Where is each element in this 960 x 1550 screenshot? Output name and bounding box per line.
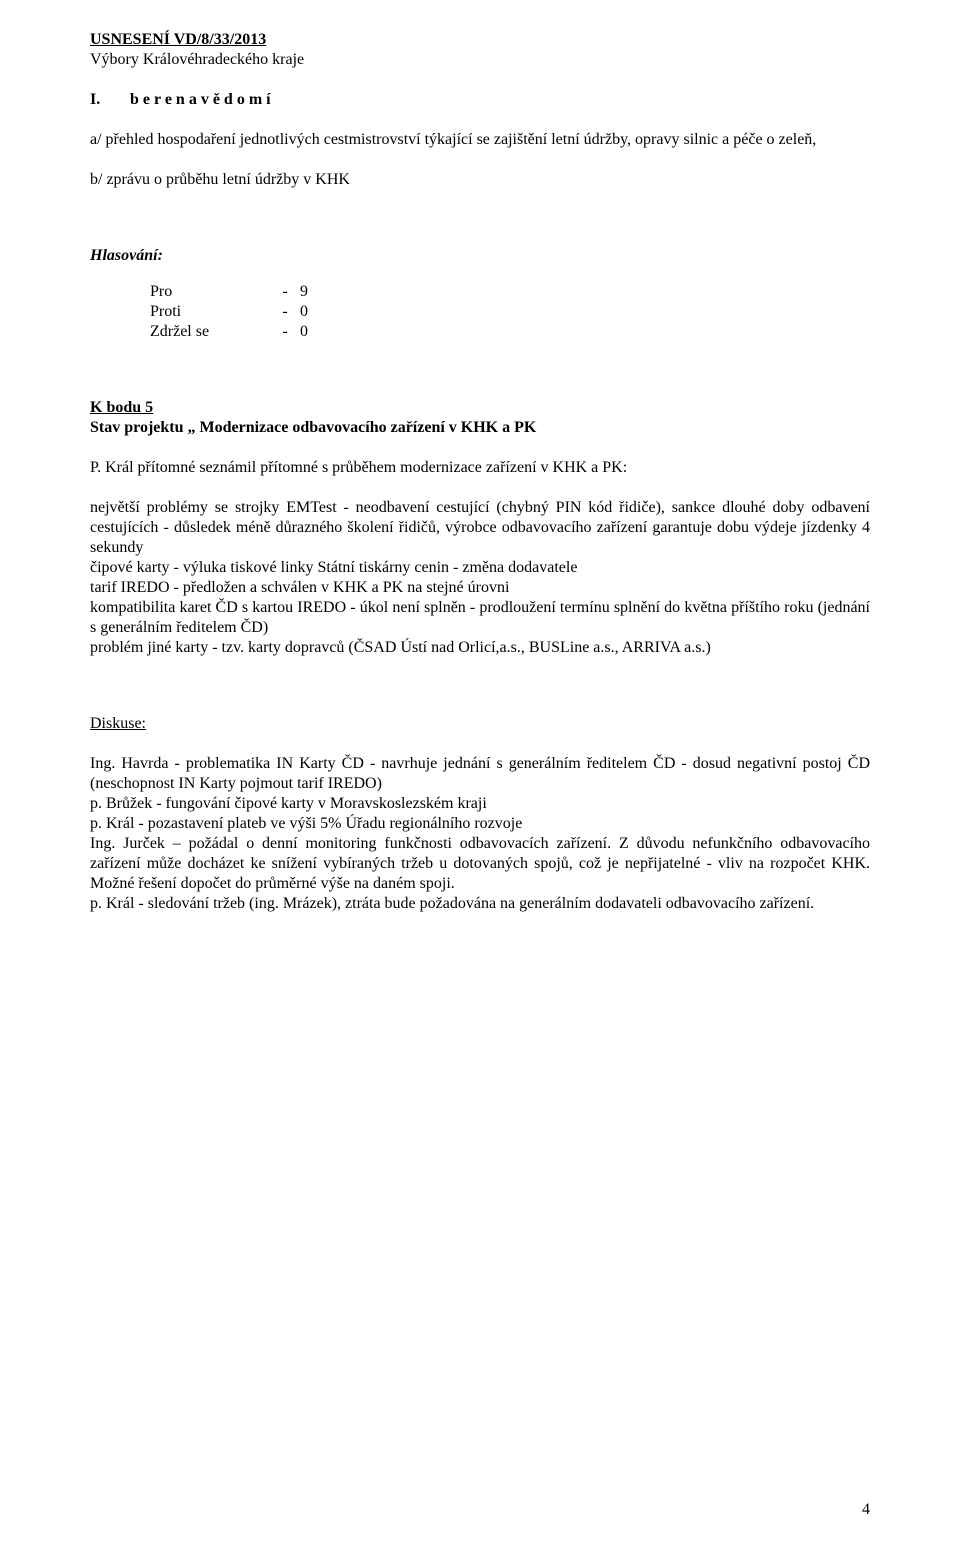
vote-row: Proti - 0 (150, 302, 870, 322)
page-number: 4 (862, 1500, 870, 1520)
resolution-line-b: b/ zprávu o průběhu letní údržby v KHK (90, 170, 870, 190)
discussion-paragraph: Ing. Jurček – požádal o denní monitoring… (90, 834, 870, 894)
document-page: USNESENÍ VD/8/33/2013 Výbory Královéhrad… (0, 0, 960, 1550)
voting-block: Pro - 9 Proti - 0 Zdržel se - 0 (150, 282, 870, 342)
resolution-subheading: Výbory Královéhradeckého kraje (90, 50, 870, 70)
item5-intro: P. Král přítomné seznámil přítomné s prů… (90, 458, 870, 478)
item5-paragraph: největší problémy se strojky EMTest - ne… (90, 498, 870, 558)
item5-paragraph: čipové karty - výluka tiskové linky Stát… (90, 558, 870, 578)
item5-heading: K bodu 5 (90, 398, 870, 418)
vote-dash: - (270, 282, 300, 302)
vote-dash: - (270, 302, 300, 322)
discussion-paragraph: p. Král - pozastavení plateb ve výši 5% … (90, 814, 870, 834)
roman-section: I. b e r e n a v ě d o m í (90, 90, 870, 110)
vote-value: 0 (300, 302, 330, 322)
resolution-line-a: a/ přehled hospodaření jednotlivých cest… (90, 130, 870, 150)
vote-dash: - (270, 322, 300, 342)
discussion-heading: Diskuse: (90, 714, 870, 734)
item5-paragraph: problém jiné karty - tzv. karty dopravců… (90, 638, 870, 658)
vote-label: Zdržel se (150, 322, 270, 342)
item5-paragraph: tarif IREDO - předložen a schválen v KHK… (90, 578, 870, 598)
discussion-paragraph: Ing. Havrda - problematika IN Karty ČD -… (90, 754, 870, 794)
resolution-heading: USNESENÍ VD/8/33/2013 (90, 30, 870, 50)
vote-row: Pro - 9 (150, 282, 870, 302)
item5-paragraph: kompatibilita karet ČD s kartou IREDO - … (90, 598, 870, 638)
item5-title: Stav projektu „ Modernizace odbavovacího… (90, 418, 870, 438)
takes-note-phrase: b e r e n a v ě d o m í (130, 90, 271, 110)
voting-heading: Hlasování: (90, 246, 870, 266)
vote-value: 0 (300, 322, 330, 342)
roman-numeral: I. (90, 90, 130, 110)
vote-label: Proti (150, 302, 270, 322)
vote-label: Pro (150, 282, 270, 302)
vote-value: 9 (300, 282, 330, 302)
discussion-paragraph: p. Král - sledování tržeb (ing. Mrázek),… (90, 894, 870, 914)
vote-row: Zdržel se - 0 (150, 322, 870, 342)
discussion-paragraph: p. Brůžek - fungování čipové karty v Mor… (90, 794, 870, 814)
